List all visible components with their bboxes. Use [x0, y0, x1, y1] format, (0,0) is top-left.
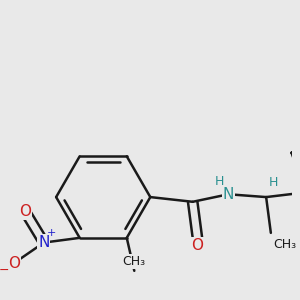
- Text: −: −: [0, 264, 10, 277]
- Text: O: O: [8, 256, 20, 271]
- Text: H: H: [269, 176, 278, 188]
- Text: +: +: [47, 228, 56, 238]
- Text: O: O: [19, 204, 31, 219]
- Text: CH₃: CH₃: [123, 255, 146, 268]
- Text: H: H: [214, 175, 224, 188]
- Text: CH₃: CH₃: [274, 238, 297, 250]
- Text: O: O: [191, 238, 203, 253]
- Text: N: N: [38, 235, 50, 250]
- Text: N: N: [223, 187, 234, 202]
